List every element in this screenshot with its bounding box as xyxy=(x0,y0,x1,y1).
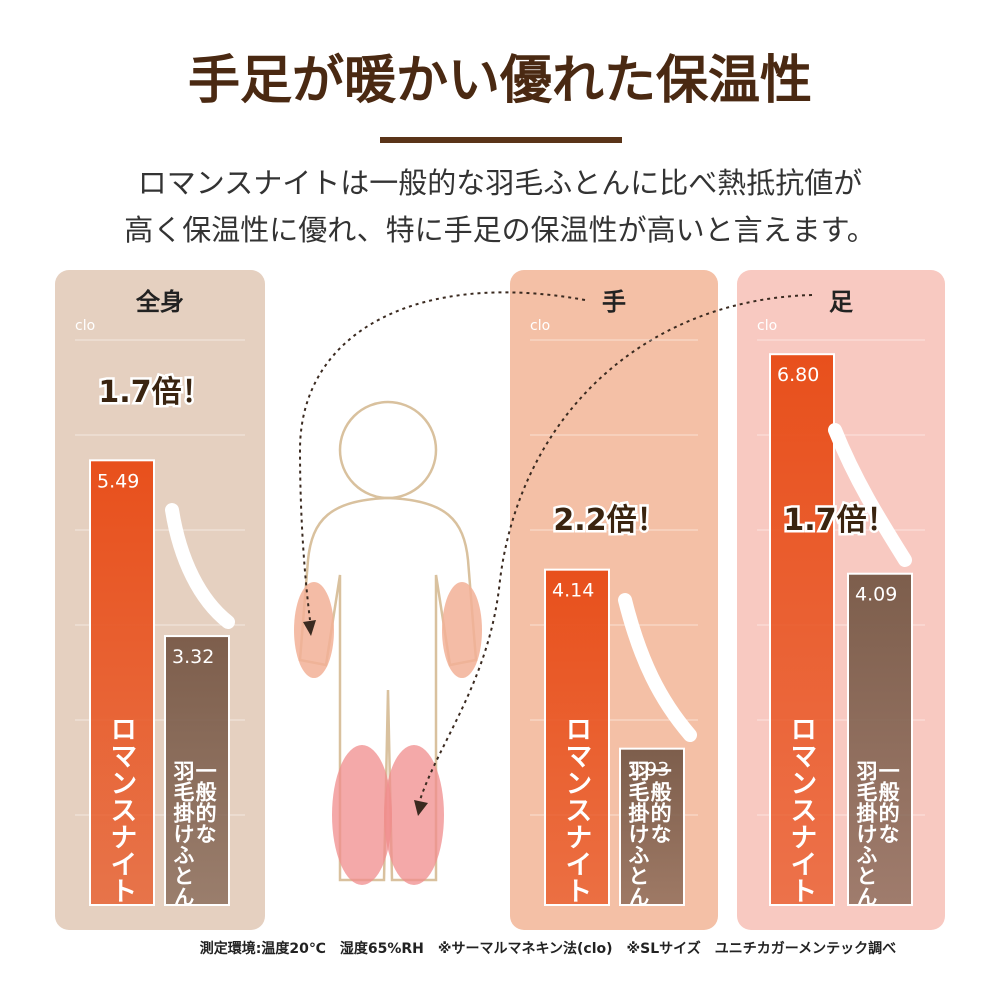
panel-title: 足 xyxy=(829,288,853,316)
hot-spots xyxy=(294,582,482,885)
panel xyxy=(55,270,265,930)
y-axis-label: clo xyxy=(75,318,95,334)
category-label: ロマンスナイト xyxy=(785,715,817,904)
category-label: ロマンスナイト xyxy=(560,715,592,904)
panel-title: 全身 xyxy=(135,288,184,316)
up-arrow xyxy=(618,593,697,742)
bar xyxy=(619,747,685,906)
bar xyxy=(544,568,610,906)
description-line: ロマンスナイトは一般的な羽毛ふとんに比べ熱抵抗値が xyxy=(138,166,862,200)
value-label: 1.93 xyxy=(627,759,669,781)
value-label: 4.09 xyxy=(855,584,897,606)
bar xyxy=(164,635,230,907)
up-arrow xyxy=(828,423,912,567)
footnote: 測定環境:温度20℃ 湿度65%RH ※サーマルマネキン法(clo) ※SLサイ… xyxy=(200,940,896,957)
page-title: 手足が暖かい優れた保温性 xyxy=(188,51,812,111)
category-label: 一般的な 羽毛掛けふとん xyxy=(171,760,218,907)
arrow-head xyxy=(303,620,316,636)
bar xyxy=(847,572,913,907)
value-label: 4.14 xyxy=(552,580,594,602)
value-label: 5.49 xyxy=(97,470,139,492)
panel xyxy=(510,270,718,930)
ratio-annotation: 2.2倍！ xyxy=(553,503,666,538)
ratio-annotation: 1.7倍！ xyxy=(98,375,211,410)
pointer-arrows xyxy=(298,291,813,801)
description-line: 高く保温性に優れ、特に手足の保温性が高いと言えます。 xyxy=(124,213,875,247)
panel-title: 手 xyxy=(602,288,626,316)
category-label: 一般的な 羽毛掛けふとん xyxy=(854,760,901,907)
ratio-annotation: 1.7倍！ xyxy=(783,503,896,538)
arrow-head xyxy=(414,800,428,816)
value-label: 3.32 xyxy=(172,646,214,668)
title-underline xyxy=(380,137,622,143)
y-axis-label: clo xyxy=(757,318,777,334)
value-label: 6.80 xyxy=(777,364,819,386)
panel xyxy=(737,270,945,930)
category-label: 一般的な 羽毛掛けふとん xyxy=(626,760,673,907)
category-label: ロマンスナイト xyxy=(105,715,137,904)
up-arrow xyxy=(165,503,235,629)
bar xyxy=(769,353,835,906)
bar xyxy=(89,459,155,906)
y-axis-label: clo xyxy=(530,318,550,334)
